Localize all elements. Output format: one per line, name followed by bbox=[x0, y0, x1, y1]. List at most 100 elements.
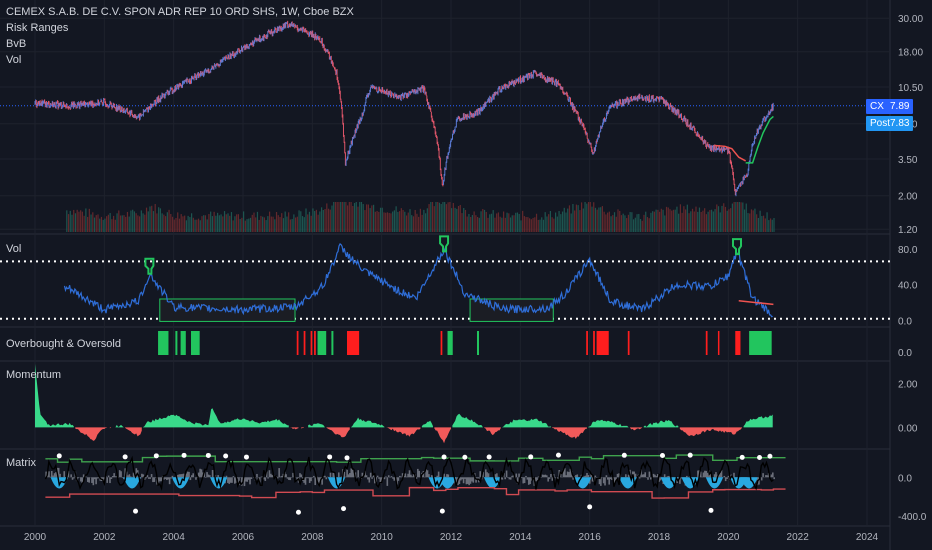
matrix-histogram-bar bbox=[325, 477, 328, 480]
matrix-histogram-bar bbox=[192, 473, 194, 478]
matrix-histogram-bar bbox=[724, 477, 727, 482]
oversold-bar bbox=[331, 331, 334, 355]
volume-bar bbox=[366, 204, 368, 232]
volume-bar bbox=[574, 210, 576, 232]
matrix-histogram-bar bbox=[347, 474, 350, 478]
matrix-histogram-bar bbox=[227, 477, 229, 483]
volume-bar bbox=[558, 210, 560, 232]
matrix-pane[interactable] bbox=[44, 452, 786, 515]
matrix-histogram-bar bbox=[396, 477, 398, 485]
overbought-oversold-pane[interactable] bbox=[158, 331, 772, 355]
volume-bar bbox=[343, 202, 345, 232]
matrix-oversold-dot bbox=[295, 509, 301, 515]
volume-bar bbox=[496, 213, 498, 232]
matrix-histogram-bar bbox=[648, 471, 651, 478]
matrix-histogram-bar bbox=[267, 477, 269, 479]
volume-bar bbox=[87, 216, 89, 232]
momentum-positive-area bbox=[502, 418, 551, 428]
volume-bar bbox=[385, 212, 387, 232]
matrix-histogram-bar bbox=[590, 474, 592, 478]
matrix-histogram-bar bbox=[482, 471, 484, 478]
matrix-histogram-bar bbox=[772, 472, 774, 478]
volume-bar bbox=[279, 217, 281, 232]
price-tick-label: 18.00 bbox=[898, 48, 923, 59]
vol-pane[interactable] bbox=[0, 235, 890, 322]
volume-bar bbox=[556, 216, 558, 232]
volume-bar bbox=[220, 214, 222, 232]
indicator-bvb[interactable]: BvB bbox=[6, 38, 27, 50]
volume-bar bbox=[478, 217, 480, 232]
matrix-histogram-bar bbox=[576, 474, 579, 478]
matrix-histogram-bar bbox=[296, 477, 298, 481]
volume-bar bbox=[679, 204, 681, 232]
matrix-histogram-bar bbox=[186, 471, 189, 478]
matrix-histogram-bar bbox=[564, 468, 566, 478]
oversold-bar bbox=[180, 331, 186, 355]
volume-bar bbox=[293, 214, 295, 232]
matrix-histogram-bar bbox=[313, 475, 315, 478]
volume-bar bbox=[185, 220, 187, 232]
volume-bar bbox=[529, 218, 531, 232]
matrix-histogram-bar bbox=[709, 471, 712, 478]
matrix-histogram-bar bbox=[487, 473, 490, 478]
matrix-histogram-bar bbox=[292, 472, 294, 478]
volume-bar bbox=[601, 206, 603, 232]
matrix-histogram-bar bbox=[713, 474, 716, 478]
volume-bar bbox=[371, 205, 373, 232]
volume-bar bbox=[378, 211, 380, 232]
price-tag-post-value: 7.83 bbox=[890, 118, 910, 129]
matrix-signal-line bbox=[44, 455, 774, 491]
time-tick-label: 2002 bbox=[93, 532, 116, 543]
volume-bar bbox=[199, 220, 201, 232]
matrix-histogram-bar bbox=[132, 472, 135, 478]
indicator-vol[interactable]: Vol bbox=[6, 54, 22, 66]
volume-bar bbox=[509, 217, 512, 232]
matrix-histogram-bar bbox=[378, 477, 380, 479]
volume-bar bbox=[307, 214, 309, 232]
volume-bar bbox=[345, 202, 347, 232]
volume-bar bbox=[341, 202, 343, 232]
matrix-histogram-bar bbox=[263, 477, 265, 480]
momentum-pane[interactable] bbox=[35, 364, 773, 444]
momentum-positive-area bbox=[143, 408, 289, 428]
indicator-risk-ranges[interactable]: Risk Ranges bbox=[6, 22, 69, 34]
volume-bar bbox=[291, 218, 293, 232]
oversold-bar bbox=[191, 331, 200, 355]
volume-bar bbox=[251, 214, 253, 232]
volume-bar bbox=[100, 216, 103, 232]
matrix-oversold-dip bbox=[123, 477, 141, 489]
volume-bar bbox=[633, 219, 635, 232]
matrix-histogram-bar bbox=[505, 470, 508, 478]
volume-bar bbox=[274, 219, 276, 232]
volume-bar bbox=[577, 205, 579, 232]
matrix-histogram-bar bbox=[425, 469, 427, 478]
matrix-histogram-bar bbox=[88, 477, 90, 483]
matrix-overbought-dot bbox=[486, 454, 492, 460]
matrix-overbought-dot bbox=[441, 454, 447, 460]
momentum-positive-area bbox=[421, 420, 433, 428]
matrix-histogram-bar bbox=[679, 477, 681, 484]
matrix-histogram-bar bbox=[476, 477, 479, 479]
matrix-histogram-bar bbox=[168, 477, 171, 485]
matrix-histogram-bar bbox=[92, 477, 95, 486]
volume-bar bbox=[76, 209, 78, 232]
matrix-histogram-bar bbox=[222, 476, 225, 478]
matrix-histogram-bar bbox=[386, 477, 389, 486]
price-pane[interactable] bbox=[0, 20, 890, 232]
volume-bar bbox=[563, 207, 565, 232]
matrix-histogram-bar bbox=[569, 468, 572, 478]
volume-bar bbox=[289, 219, 291, 232]
matrix-histogram-bar bbox=[605, 475, 608, 478]
matrix-overbought-dot bbox=[462, 454, 468, 460]
matrix-histogram-bar bbox=[643, 474, 645, 478]
volume-bar bbox=[355, 202, 357, 232]
matrix-histogram-bar bbox=[98, 477, 100, 479]
volume-bar bbox=[735, 202, 737, 232]
matrix-lower-band bbox=[45, 486, 786, 499]
matrix-histogram-bar bbox=[124, 468, 127, 478]
matrix-histogram-bar bbox=[486, 472, 488, 478]
volume-bar bbox=[464, 209, 467, 232]
symbol-title: CEMEX S.A.B. DE C.V. SPON ADR REP 10 ORD… bbox=[6, 6, 354, 18]
volume-bar bbox=[93, 217, 96, 232]
